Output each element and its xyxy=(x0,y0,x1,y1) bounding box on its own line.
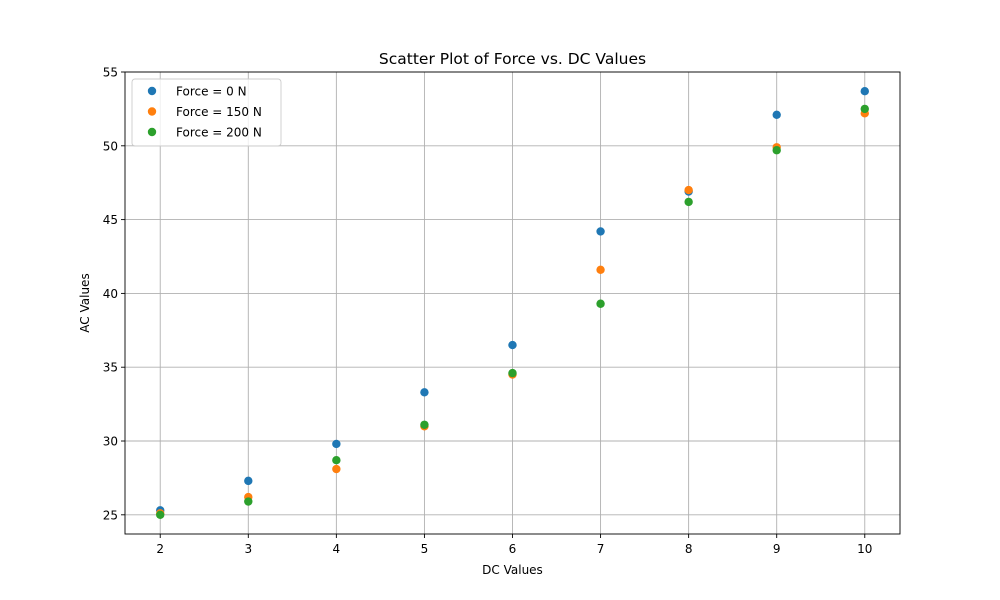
data-point xyxy=(772,110,781,120)
data-point xyxy=(596,227,605,236)
data-point xyxy=(596,265,605,274)
x-tick-label: 6 xyxy=(509,542,517,556)
y-tick-label: 35 xyxy=(103,361,118,375)
legend-marker xyxy=(147,86,157,96)
points-layer xyxy=(156,86,869,520)
data-point xyxy=(244,476,253,486)
y-axis-label: AC Values xyxy=(78,273,92,332)
data-point xyxy=(244,497,253,506)
data-point xyxy=(332,455,341,465)
y-tick-label: 40 xyxy=(103,287,118,301)
data-point xyxy=(420,420,429,429)
legend: Force = 0 N Force = 150 N Force = 200 N xyxy=(131,78,282,147)
data-point xyxy=(332,439,341,449)
x-tick-label: 2 xyxy=(156,542,164,556)
legend-box xyxy=(131,78,282,147)
x-axis-label: DC Values xyxy=(482,563,543,577)
x-tick-label: 7 xyxy=(597,542,605,556)
x-tick-label: 5 xyxy=(421,542,429,556)
legend-label: Force = 0 N xyxy=(176,85,247,99)
y-tick-label: 30 xyxy=(103,435,118,449)
y-tick-label: 55 xyxy=(103,66,118,80)
data-point xyxy=(332,464,341,474)
data-point xyxy=(508,340,517,350)
y-tick-label: 50 xyxy=(103,139,118,153)
legend-label: Force = 150 N xyxy=(176,105,262,119)
y-tick-label: 45 xyxy=(103,213,118,227)
data-point xyxy=(684,185,693,195)
x-tick-label: 4 xyxy=(333,542,341,556)
legend-items: Force = 0 N Force = 150 N Force = 200 N xyxy=(147,85,262,140)
data-point xyxy=(860,86,869,96)
legend-marker xyxy=(147,127,157,137)
data-point xyxy=(772,146,781,155)
chart-title: Scatter Plot of Force vs. DC Values xyxy=(379,50,646,68)
data-point xyxy=(860,104,869,114)
plot-frame xyxy=(124,71,901,535)
series-3 xyxy=(156,104,869,520)
data-point xyxy=(420,388,429,397)
data-point xyxy=(684,197,693,207)
legend-marker xyxy=(147,107,157,116)
y-tick-label: 25 xyxy=(103,508,118,522)
data-point xyxy=(508,368,517,378)
data-point xyxy=(156,510,165,520)
x-tick-label: 3 xyxy=(244,542,252,556)
x-tick-label: 8 xyxy=(685,542,693,556)
x-tick-label: 9 xyxy=(773,542,781,556)
legend-label: Force = 200 N xyxy=(176,126,262,140)
data-point xyxy=(596,299,605,308)
x-tick-label: 10 xyxy=(857,542,872,556)
